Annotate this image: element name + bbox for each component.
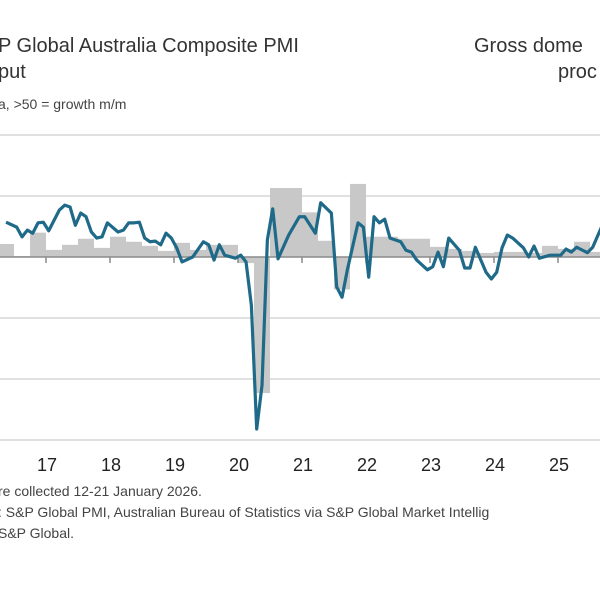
gdp-bar-2017Q2 — [62, 244, 78, 257]
gdp-bar-2022Q1 — [366, 236, 382, 257]
chart-subtitle: a, >50 = growth m/m — [0, 96, 127, 112]
gdp-bar-2023Q3 — [462, 250, 478, 257]
gdp-bar-2023Q2 — [446, 248, 462, 257]
x-tick-label: 17 — [37, 455, 57, 475]
gdp-bar-2018Q2 — [126, 241, 142, 257]
gdp-bar-2020Q4 — [286, 187, 302, 257]
x-tick-label: 22 — [357, 455, 377, 475]
gdp-bar-2024Q3 — [526, 252, 542, 257]
x-tick-label: 23 — [421, 455, 441, 475]
footnote-collection: re collected 12-21 January 2026. — [0, 483, 202, 499]
gdp-bar-2025Q1 — [558, 248, 574, 257]
x-tick-label: 25 — [549, 455, 569, 475]
gdp-bar-2017Q4 — [94, 247, 110, 257]
gdp-bar-2018Q3 — [142, 245, 158, 257]
x-tick-label: 18 — [101, 455, 121, 475]
gdp-bar-2021Q1 — [302, 212, 318, 257]
gdp-bar-2017Q3 — [78, 238, 94, 257]
gdp-bar-2018Q4 — [158, 250, 174, 257]
chart-title-line2: put — [0, 61, 26, 83]
gdp-bar-2022Q4 — [414, 238, 430, 257]
chart-title-line1: P Global Australia Composite PMI — [0, 35, 299, 57]
gdp-bar-2022Q2 — [382, 236, 398, 257]
gdp-bar-2021Q2 — [318, 240, 334, 257]
x-tick-label: 19 — [165, 455, 185, 475]
right-axis-title-line2: proc — [558, 61, 597, 83]
gdp-bar-2024Q4 — [542, 245, 558, 257]
gdp-bar-2020Q3 — [270, 187, 286, 257]
x-tick-label: 24 — [485, 455, 505, 475]
gdp-bar-2023Q4 — [478, 252, 494, 257]
gdp-bar-2017Q1 — [46, 249, 62, 257]
gdp-bar-2016Q4 — [30, 232, 46, 257]
gdp-bar-2024Q2 — [510, 251, 526, 257]
x-tick-label: 20 — [229, 455, 249, 475]
gdp-bar-2018Q1 — [110, 236, 126, 257]
pmi-line — [5, 201, 600, 431]
footnote-source: : S&P Global PMI, Australian Bureau of S… — [0, 504, 490, 520]
chart-plot: 17 18 19 20 21 22 23 24 25 — [0, 134, 600, 475]
footnote-copyright: S&P Global. — [0, 525, 75, 541]
gdp-bar-2019Q2 — [190, 249, 206, 257]
x-tick-label: 21 — [293, 455, 313, 475]
right-axis-title-line1: Gross dome — [474, 35, 583, 57]
gdp-bar-2025Q3 — [590, 251, 600, 257]
gdp-bar-2016Q2 — [0, 244, 14, 257]
